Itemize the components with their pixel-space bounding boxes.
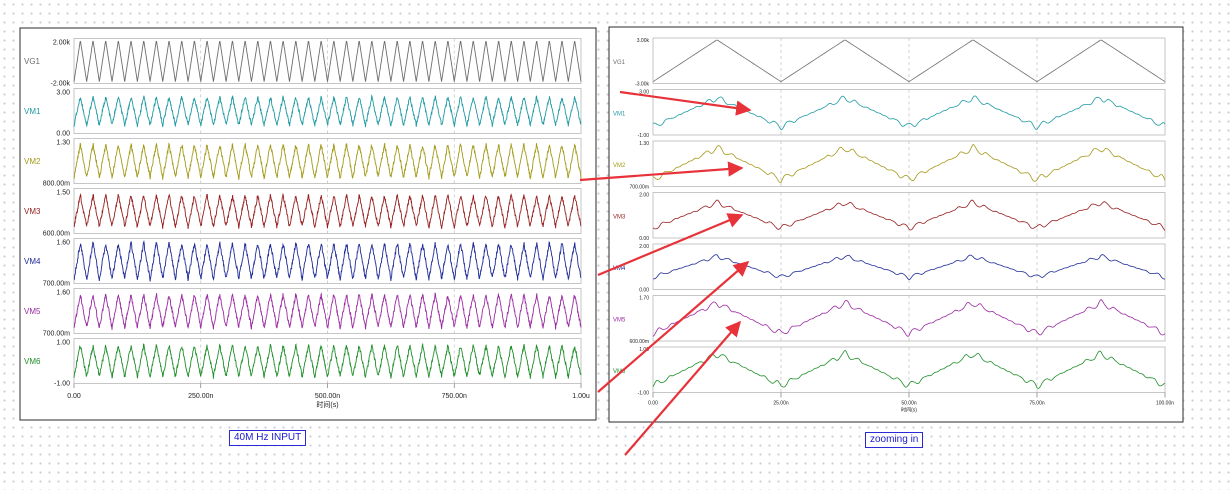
- x-tick-label: 75.00n: [1029, 401, 1045, 407]
- y-tick-label: 0.00: [639, 236, 649, 242]
- trace-label: VM1: [613, 111, 626, 117]
- trace-label: VG1: [24, 57, 41, 66]
- y-tick-label: 1.50: [56, 190, 70, 197]
- x-tick-label: 0.00: [648, 401, 658, 407]
- trace-label: VM2: [24, 157, 41, 166]
- y-tick-label: 1.70: [639, 296, 649, 302]
- y-tick-label: 1.60: [56, 290, 70, 297]
- trace-line: [73, 142, 582, 180]
- annotation-arrows: [579, 90, 752, 456]
- trace-vm1: VM1 3.00 0.00: [24, 88, 582, 138]
- y-tick-label: 2.00: [639, 244, 649, 250]
- y-tick-label: 700.00m: [43, 331, 70, 338]
- trace-label: VM3: [24, 207, 41, 216]
- y-tick-label: 1.30: [56, 140, 70, 147]
- y-tick-label: 700.00m: [43, 281, 70, 288]
- y-tick-label: 3.00: [639, 90, 649, 96]
- trace-vm2: VM2 1.30 800.00m: [24, 138, 582, 188]
- x-tick-label: 100.00n: [1156, 401, 1174, 407]
- y-tick-label: 2.00k: [53, 40, 71, 47]
- trace-line: [73, 342, 582, 379]
- y-tick-label: 1.30: [639, 141, 649, 147]
- arrow-vm1: [619, 90, 752, 116]
- trace-line: [73, 94, 582, 128]
- x-tick-label: 500.00n: [315, 393, 340, 400]
- trace-line: [652, 299, 1166, 337]
- x-axis-label: 时间(s): [316, 400, 338, 409]
- x-tick-label: 1.00u: [572, 393, 590, 400]
- trace-vm5: VM5 1.60 700.00m: [24, 288, 582, 338]
- y-tick-label: 700.00m: [630, 185, 649, 191]
- y-tick-label: 2.00: [639, 193, 649, 199]
- overview-window: VG12.00k-2.00kVM13.000.00VM21.30800.00mV…: [19, 27, 597, 421]
- trace-label: VM6: [613, 369, 626, 375]
- trace-vm5: VM5 1.70 600.00m: [613, 295, 1166, 345]
- trace-label: VM2: [613, 163, 626, 169]
- y-tick-label: -1.00: [638, 133, 650, 139]
- arrow-vm5: [624, 320, 742, 456]
- trace-line: [73, 192, 582, 229]
- arrow-vm3: [597, 213, 744, 277]
- y-tick-label: 3.00: [56, 90, 70, 97]
- x-tick-label: 25.00n: [773, 401, 789, 407]
- trace-line: [652, 350, 1166, 389]
- y-tick-label: 1.60: [56, 240, 70, 247]
- trace-vm3: VM3 1.50 600.00m: [24, 188, 582, 238]
- trace-vg1: VG1 2.00k -2.00k: [24, 38, 582, 88]
- trace-vm2: VM2 1.30 700.00m: [613, 140, 1166, 191]
- y-tick-label: 600.00m: [630, 339, 649, 345]
- trace-vm6: VM6 1.00 -1.00: [24, 338, 582, 388]
- overview-caption: 40M Hz INPUT: [229, 430, 307, 446]
- y-tick-label: 800.00m: [43, 181, 70, 188]
- x-tick-label: 0.00: [67, 393, 81, 400]
- arrow-vm2: [579, 161, 744, 182]
- trace-vm4: VM4 2.00 0.00: [613, 243, 1166, 294]
- trace-label: VM3: [613, 214, 626, 220]
- trace-label: VM5: [24, 307, 41, 316]
- trace-label: VG1: [613, 60, 626, 66]
- zoom-window: VG1 3.00k -3.00k VM1 3.00 -1.00 VM2 1.30 700.00m…: [608, 26, 1184, 423]
- trace-line: [652, 39, 1166, 83]
- trace-line: [652, 199, 1166, 231]
- x-tick-label: 50.00n: [901, 401, 917, 407]
- y-tick-label: 600.00m: [43, 231, 70, 238]
- x-tick-label: 250.00n: [188, 393, 213, 400]
- trace-label: VM6: [24, 357, 41, 366]
- trace-label: VM4: [24, 257, 41, 266]
- trace-line: [652, 144, 1166, 184]
- trace-line: [73, 239, 582, 282]
- trace-vm1: VM1 3.00 -1.00: [613, 89, 1166, 139]
- trace-line: [73, 292, 582, 330]
- y-tick-label: -3.00k: [635, 82, 649, 88]
- trace-vg1: VG1 3.00k -3.00k: [613, 37, 1166, 88]
- y-tick-label: 1.00: [56, 340, 70, 347]
- y-tick-label: 0.00: [639, 288, 649, 294]
- trace-vm4: VM4 1.60 700.00m: [24, 238, 582, 288]
- y-tick-label: 0.00: [56, 131, 70, 138]
- y-tick-label: -1.00: [638, 391, 650, 397]
- x-axis-label: 时间(s): [901, 407, 917, 414]
- y-tick-label: 3.00k: [637, 38, 650, 44]
- zoom-caption: zooming in: [865, 432, 924, 448]
- trace-label: VM4: [613, 266, 626, 272]
- trace-vm6: VM6 1.00 -1.00: [613, 346, 1166, 397]
- y-tick-label: -1.00: [54, 381, 70, 388]
- x-tick-label: 750.00n: [442, 393, 467, 400]
- arrow-vm4: [597, 260, 750, 393]
- trace-label: VM5: [613, 317, 626, 323]
- trace-line: [73, 41, 582, 82]
- y-tick-label: -2.00k: [51, 81, 71, 88]
- trace-label: VM1: [24, 107, 41, 116]
- y-tick-label: 1.00: [639, 347, 649, 353]
